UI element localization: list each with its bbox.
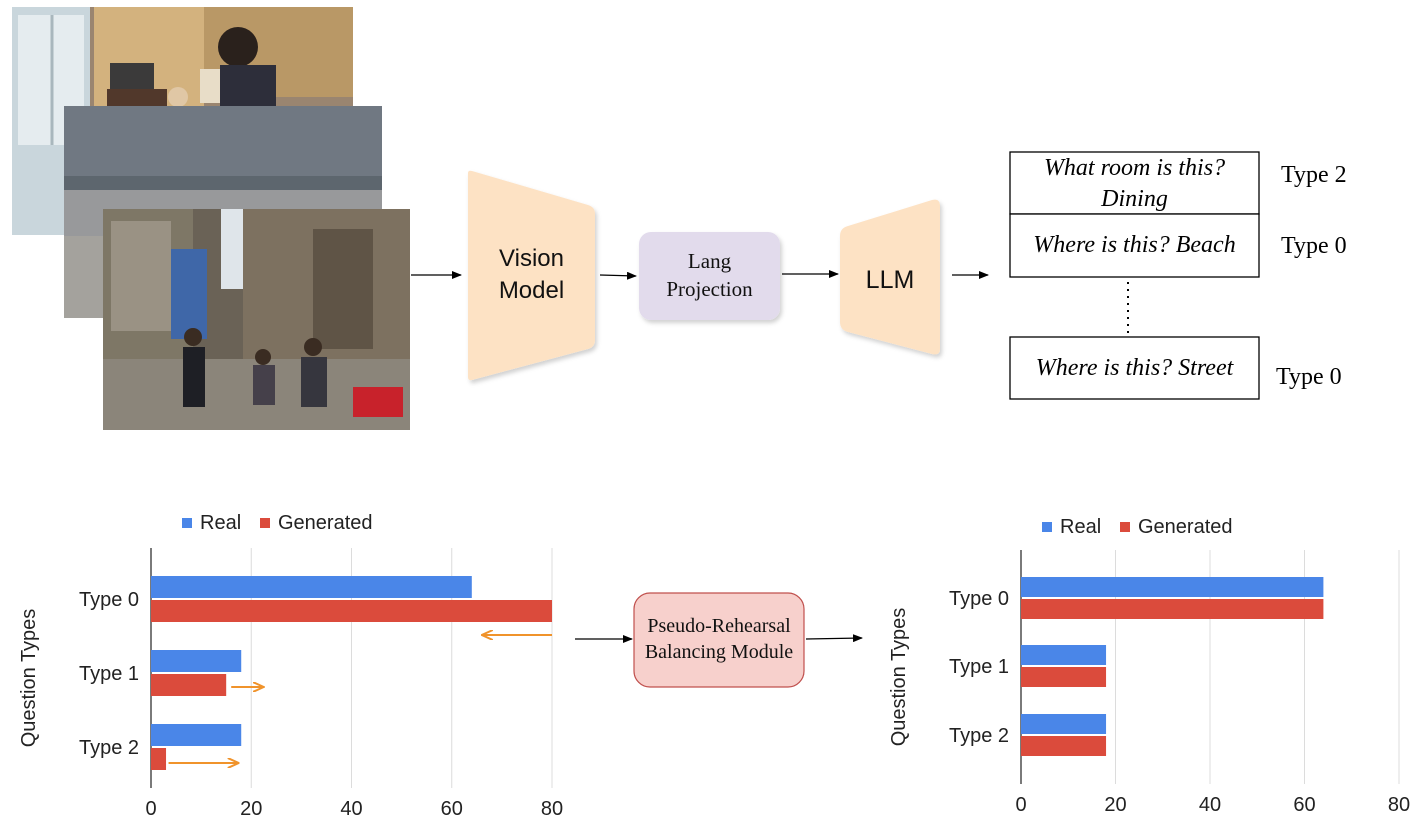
right-y-axis-title: Question Types: [888, 608, 910, 747]
vision-model-label: Vision Model: [498, 245, 565, 304]
right-bar-real-type2: [1021, 714, 1107, 734]
right-xtick-label: 20: [1104, 794, 1126, 816]
right-bar-real-type1: [1021, 645, 1107, 665]
right-bar-generated-type1: [1021, 667, 1107, 687]
llm-label: LLM: [865, 266, 915, 294]
right-bar-generated-type0: [1021, 599, 1324, 619]
right-legend-label-real: Real: [1060, 516, 1101, 538]
left-legend-swatch-generated: [260, 518, 270, 528]
pipeline-shapes: [411, 151, 1260, 400]
right-category-label: Type 0: [949, 588, 1009, 610]
right-xtick-label: 0: [1015, 794, 1026, 816]
right-bar-generated-type2: [1021, 736, 1107, 756]
right-legend-label-generated: Generated: [1138, 516, 1233, 538]
balancer-block: [633, 592, 805, 688]
photo-kitchen: [12, 7, 353, 235]
qa-box-3: [1009, 336, 1260, 400]
right-legend-swatch-generated: [1120, 522, 1130, 532]
left-bar-generated-type0: [151, 600, 552, 622]
arrow-to-projection: [599, 271, 637, 280]
left-xtick-label: 0: [145, 798, 156, 820]
qa-box-2: [1009, 213, 1260, 278]
qa-type-3: Type 0: [1276, 364, 1342, 390]
qa-text-2: Where is this? Beach: [1033, 232, 1236, 258]
left-bar-generated-type2: [151, 748, 167, 770]
left-legend-swatch-real: [182, 518, 192, 528]
right-xtick-label: 60: [1293, 794, 1315, 816]
right-xtick-label: 40: [1199, 794, 1221, 816]
photo-street: [103, 209, 410, 430]
left-xtick-label: 80: [541, 798, 563, 820]
chart-after-balancing: Real Generated 0 20 40 60 80 Type 0 Type 1 Type 2…: [888, 516, 1410, 816]
left-xtick-label: 40: [340, 798, 362, 820]
left-legend-label-generated: Generated: [278, 512, 373, 534]
left-bar-generated-type1: [151, 674, 227, 696]
llm-block: [840, 199, 940, 355]
qa-type-2: Type 0: [1281, 233, 1347, 259]
left-bar-real-type0: [151, 576, 472, 598]
balancer-shapes: [575, 592, 863, 688]
left-y-axis-title: Question Types: [18, 609, 40, 748]
right-category-label: Type 1: [949, 656, 1009, 678]
lang-projection-block: [639, 232, 780, 320]
vision-model-block: [468, 170, 595, 381]
arrow-from-balancer: [805, 634, 863, 643]
right-bar-real-type0: [1021, 577, 1324, 597]
left-category-label: Type 0: [79, 589, 139, 611]
balancer-label: Pseudo-Rehearsal Balancing Module: [644, 615, 794, 663]
qa-text-1: What room is this? Dining: [1043, 155, 1226, 212]
right-legend-swatch-real: [1042, 522, 1052, 532]
left-bar-real-type1: [151, 650, 242, 672]
left-xtick-label: 60: [441, 798, 463, 820]
qa-box-1: [1009, 151, 1260, 215]
left-xtick-label: 20: [240, 798, 262, 820]
left-category-label: Type 1: [79, 663, 139, 685]
qa-type-1: Type 2: [1281, 162, 1347, 188]
chart-before-balancing: Real Generated 0 20 40 60 80 Type 0 Type 1 Type 2…: [18, 512, 563, 820]
right-xtick-label: 80: [1388, 794, 1410, 816]
left-category-label: Type 2: [79, 737, 139, 759]
qa-text-3: Where is this? Street: [1035, 355, 1234, 381]
right-category-label: Type 2: [949, 725, 1009, 747]
lang-projection-label: Lang Projection: [666, 249, 753, 301]
left-legend-label-real: Real: [200, 512, 241, 534]
left-bar-real-type2: [151, 724, 242, 746]
